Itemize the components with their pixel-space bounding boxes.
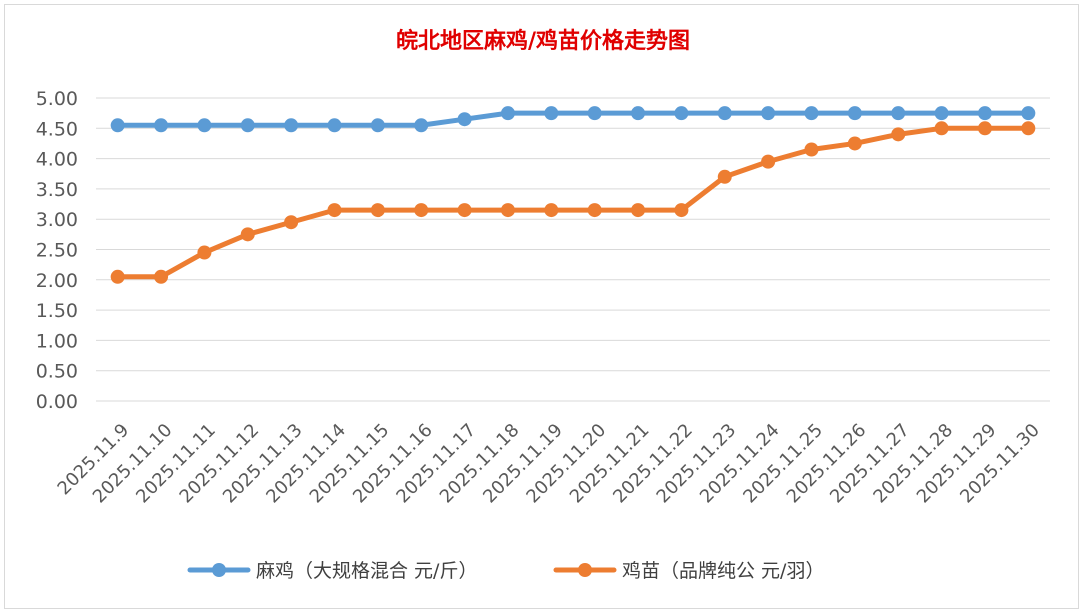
data-point [674,106,689,121]
data-point [457,112,472,127]
y-tick-label: 0.00 [36,391,78,413]
y-tick-label: 3.50 [36,179,78,201]
data-point [370,203,385,218]
y-tick-label: 0.50 [36,361,78,383]
data-point [761,154,776,169]
data-point [891,127,906,142]
data-point [500,106,515,121]
chart-frame [4,4,1079,609]
data-point [934,106,949,121]
data-point [717,106,732,121]
data-point [977,106,992,121]
data-point [154,118,169,133]
data-point [631,106,646,121]
data-point [240,227,255,242]
data-point [284,215,299,230]
data-point [804,106,819,121]
data-point [761,106,776,121]
data-point [587,203,602,218]
y-tick-label: 5.00 [36,88,78,110]
data-point [284,118,299,133]
data-point [370,118,385,133]
data-point [500,203,515,218]
data-point [240,118,255,133]
series-line [115,110,1031,128]
data-point [934,121,949,136]
data-point [327,203,342,218]
y-tick-label: 4.00 [36,149,78,171]
series-2 [110,121,1036,284]
data-point [414,118,429,133]
series-1 [110,106,1036,133]
data-point [544,203,559,218]
data-point [587,106,602,121]
data-point [847,106,862,121]
y-tick-label: 1.50 [36,300,78,322]
y-tick-label: 4.50 [36,118,78,140]
data-point [197,245,212,260]
legend-swatch-marker [578,563,592,577]
y-tick-label: 2.50 [36,240,78,262]
y-tick-label: 3.00 [36,209,78,231]
data-point [110,118,125,133]
data-point [1021,121,1036,136]
y-tick-label: 1.00 [36,330,78,352]
chart-title: 皖北地区麻鸡/鸡苗价格走势图 [396,28,690,54]
data-point [674,203,689,218]
data-point [847,136,862,151]
legend-label: 麻鸡（大规格混合 元/斤） [256,560,477,582]
data-point [717,169,732,184]
data-point [1021,106,1036,121]
legend-swatch-marker [212,563,226,577]
data-point [977,121,992,136]
y-tick-label: 2.00 [36,270,78,292]
legend-entry: 麻鸡（大规格混合 元/斤） [187,560,477,582]
series-line [115,125,1031,280]
data-point [631,203,646,218]
data-point [804,142,819,157]
data-point [110,269,125,284]
legend-label: 鸡苗（品牌纯公 元/羽） [622,560,824,582]
legend-entry: 鸡苗（品牌纯公 元/羽） [553,560,824,582]
data-point [197,118,212,133]
data-point [327,118,342,133]
data-point [414,203,429,218]
data-point [457,203,472,218]
data-point [891,106,906,121]
data-point [544,106,559,121]
data-point [154,269,169,284]
